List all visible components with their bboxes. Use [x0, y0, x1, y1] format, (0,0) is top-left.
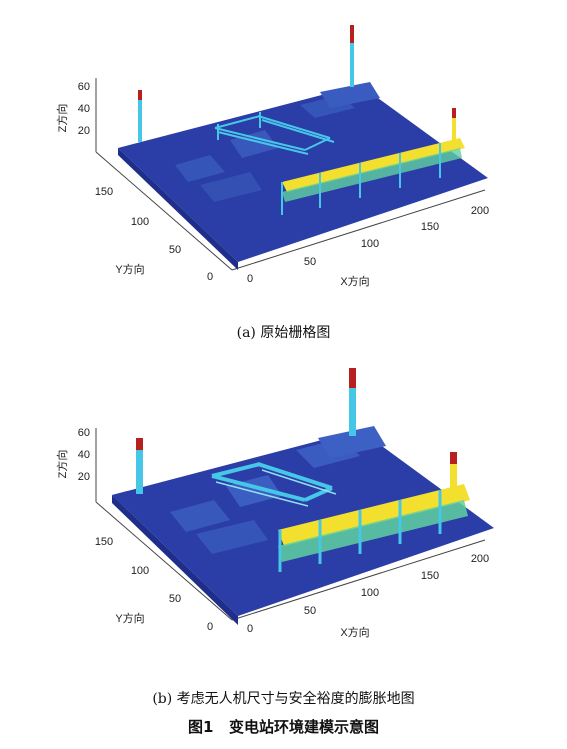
panel-a-3d-plot: 60 40 20 Z方向 150 100 50 0 Y方向 0 50 100 1… — [55, 25, 489, 288]
y-tick: 50 — [169, 244, 181, 256]
y-axis-line — [95, 151, 233, 271]
z-tick: 60 — [78, 81, 90, 93]
building — [200, 172, 262, 202]
building — [318, 426, 386, 458]
x-tick: 100 — [361, 587, 379, 599]
z-tick: 40 — [78, 449, 90, 461]
z-axis-label: Z方向 — [55, 104, 69, 133]
x-axis-label: X方向 — [340, 625, 369, 639]
busbar — [278, 484, 470, 572]
building — [196, 520, 268, 554]
tower-top — [349, 368, 356, 388]
z-tick: 20 — [78, 125, 90, 137]
z-tick: 40 — [78, 103, 90, 115]
tower-top — [136, 438, 143, 450]
x-tick: 200 — [471, 205, 489, 217]
tower — [450, 452, 457, 496]
y-tick: 150 — [95, 186, 113, 198]
y-tick: 50 — [169, 593, 181, 605]
gantry-lines-inner — [215, 469, 337, 507]
building — [170, 500, 230, 532]
tower — [349, 368, 356, 436]
panel-b-3d-plot: 60 40 20 Z方向 150 100 50 0 Y方向 0 50 100 1… — [55, 368, 494, 639]
building — [175, 155, 225, 182]
tower-top — [450, 452, 457, 464]
x-axis-label: X方向 — [340, 274, 369, 288]
y-tick: 150 — [95, 536, 113, 548]
y-axis-line — [95, 501, 233, 621]
ground-slab — [118, 85, 488, 262]
tower-top — [138, 90, 142, 100]
x-tick: 0 — [247, 273, 253, 285]
figure-title-text: 变电站环境建模示意图 — [229, 718, 380, 736]
x-tick: 150 — [421, 570, 439, 582]
figure-title: 图1 变电站环境建模示意图 — [0, 716, 567, 737]
ground-slab-side — [118, 148, 238, 270]
x-tick: 50 — [304, 605, 316, 617]
tower — [136, 438, 143, 494]
x-tick: 200 — [471, 553, 489, 565]
caption-a: (a) 原始栅格图 — [236, 325, 331, 341]
x-tick: 100 — [361, 238, 379, 250]
y-tick: 100 — [131, 565, 149, 577]
z-axis-label: Z方向 — [55, 450, 69, 479]
x-tick: 150 — [421, 221, 439, 233]
y-axis-label: Y方向 — [115, 262, 144, 276]
y-tick: 100 — [131, 216, 149, 228]
tower — [138, 90, 142, 142]
tower — [452, 108, 456, 146]
gantry-lines — [214, 112, 335, 155]
y-axis-label: Y方向 — [115, 611, 144, 625]
ground-slab-side — [112, 495, 238, 625]
y-tick: 0 — [207, 621, 213, 633]
x-axis-line — [231, 539, 486, 621]
z-tick: 60 — [78, 427, 90, 439]
x-tick: 50 — [304, 256, 316, 268]
tower — [350, 25, 354, 87]
figure-number: 图1 — [187, 718, 214, 736]
busbar — [281, 138, 465, 215]
panel-b-plot: 60 40 20 Z方向 150 100 50 0 Y方向 0 50 100 1… — [0, 350, 567, 690]
gantry-lines — [211, 462, 333, 502]
x-axis-line — [231, 189, 486, 271]
tower-top — [350, 25, 354, 43]
x-tick: 0 — [247, 623, 253, 635]
tower-top — [452, 108, 456, 118]
y-tick: 0 — [207, 271, 213, 283]
panel-a-plot: 60 40 20 Z方向 150 100 50 0 Y方向 0 50 100 1… — [0, 0, 567, 340]
building — [320, 82, 380, 108]
ground-slab — [112, 430, 494, 616]
caption-b: (b) 考虑无人机尺寸与安全裕度的膨胀地图 — [152, 691, 415, 707]
z-tick: 20 — [78, 471, 90, 483]
